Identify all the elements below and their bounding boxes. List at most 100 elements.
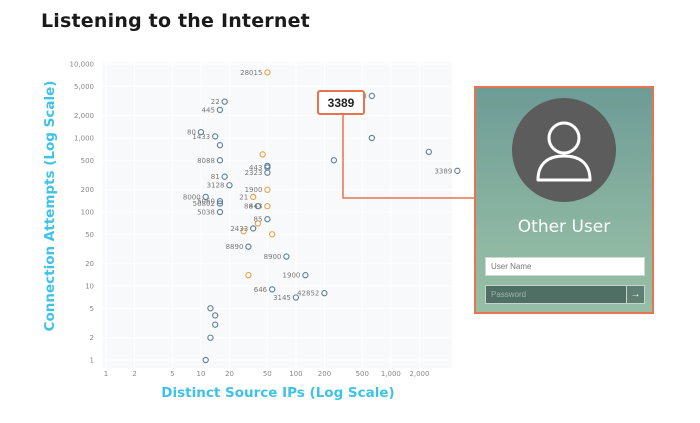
- data-point: [216, 142, 224, 149]
- point-label: 445: [202, 106, 215, 114]
- data-point: [264, 216, 271, 223]
- data-point: [330, 157, 338, 164]
- point-label: 21: [239, 193, 248, 201]
- user-silhouette-icon: [536, 121, 592, 182]
- data-point: [245, 272, 252, 279]
- y-tick-label: 2,000: [74, 112, 94, 120]
- data-point: [212, 321, 219, 328]
- data-point: [226, 182, 233, 189]
- data-point: [202, 193, 209, 201]
- data-point: [216, 208, 224, 216]
- data-point: [197, 128, 205, 136]
- x-tick-label: 500: [356, 370, 369, 378]
- data-point: [254, 220, 262, 227]
- x-tick-label: 2,000: [409, 370, 429, 378]
- x-tick-labels: 1 2 5 10 20 50 100 200 500 1,000 2,000: [104, 370, 430, 378]
- x-tick-label: 1,000: [381, 370, 401, 378]
- x-tick-label: 5: [170, 370, 174, 378]
- data-point: [264, 202, 271, 210]
- data-point: [269, 286, 276, 293]
- point-labels: 2322445801433338923238180006545808844328…: [183, 69, 633, 302]
- point-label: 8000: [183, 193, 201, 201]
- data-point: [221, 98, 228, 105]
- point-label: 22: [211, 98, 220, 106]
- data-point: [216, 200, 224, 207]
- y-tick-label: 20: [85, 260, 94, 268]
- data-point: [368, 134, 375, 142]
- y-tick-label: 5,000: [74, 83, 94, 91]
- y-tick-label: 50: [85, 231, 94, 239]
- data-point: [216, 198, 224, 205]
- data-point: [250, 225, 257, 232]
- y-axis-title: Connection Attempts (Log Scale): [42, 81, 58, 332]
- data-point: [254, 202, 262, 210]
- data-point: [302, 272, 309, 279]
- y-tick-label: 100: [81, 209, 94, 217]
- y-tick-labels: 1 2 5 10 20 50 100 200 500 1,000 2,000 5,000 10,000: [70, 61, 95, 365]
- data-point: [292, 294, 300, 301]
- login-user-name: Other User: [517, 217, 611, 237]
- point-label: 1900: [283, 272, 301, 280]
- point-label: 28015: [240, 69, 262, 77]
- point-label: 50802: [193, 200, 215, 208]
- point-label: 5038: [197, 209, 215, 217]
- data-point: [240, 228, 247, 235]
- data-point: [221, 173, 228, 180]
- password-row: →: [485, 285, 645, 304]
- x-tick-label: 2: [132, 370, 136, 378]
- point-label: 3128: [207, 182, 225, 190]
- point-label: 443: [249, 203, 262, 211]
- point-label: 85: [253, 216, 262, 224]
- y-tick-label: 5: [90, 305, 94, 313]
- submit-arrow-button[interactable]: →: [626, 286, 644, 303]
- data-point: [264, 164, 271, 171]
- data-point: [216, 157, 224, 164]
- y-tick-label: 10,000: [70, 61, 95, 69]
- point-label: 8900: [264, 253, 282, 261]
- point-label: 81: [211, 173, 220, 181]
- data-point: [202, 356, 209, 364]
- y-tick-label: 1,000: [74, 135, 94, 143]
- data-point: [212, 312, 219, 319]
- data-point: [259, 151, 266, 158]
- callout-box: [317, 90, 365, 115]
- x-tick-label: 10: [196, 370, 205, 378]
- data-point: [250, 193, 257, 201]
- y-tick-label: 2: [90, 334, 94, 342]
- point-label: 1433: [192, 133, 210, 141]
- username-input[interactable]: [485, 257, 645, 276]
- data-point: [264, 69, 271, 76]
- point-label: 80: [187, 129, 196, 137]
- data-point: [212, 133, 219, 140]
- y-tick-label: 10: [85, 283, 94, 291]
- point-label: 1900: [245, 186, 263, 194]
- data-point: [245, 243, 252, 250]
- point-label: 2433: [230, 225, 248, 233]
- data-point: [321, 290, 328, 297]
- plot-background: [102, 62, 452, 368]
- point-label: 8890: [226, 243, 244, 251]
- data-point: [425, 148, 432, 155]
- data-point: [264, 186, 271, 193]
- x-axis-title: Distinct Source IPs (Log Scale): [161, 385, 394, 401]
- x-tick-label: 200: [318, 370, 331, 378]
- y-tick-label: 500: [81, 157, 94, 165]
- point-label: 5060: [197, 198, 215, 206]
- grid-y: [102, 63, 452, 361]
- point-label: 3145: [273, 294, 291, 302]
- point-label: 42852: [297, 290, 319, 298]
- point-label: 3389: [434, 167, 452, 175]
- data-point: [269, 231, 276, 238]
- point-label: 2323: [245, 169, 263, 177]
- y-tick-label: 1: [90, 357, 94, 365]
- data-point: [207, 305, 214, 312]
- data-point: [216, 106, 224, 114]
- data-point: [207, 334, 214, 341]
- data-point: [368, 92, 375, 100]
- callout-connector: [342, 113, 476, 199]
- point-label: 646: [254, 286, 268, 294]
- point-label: 88: [244, 203, 253, 211]
- point-label: 8088: [197, 157, 215, 165]
- password-input[interactable]: [486, 286, 626, 303]
